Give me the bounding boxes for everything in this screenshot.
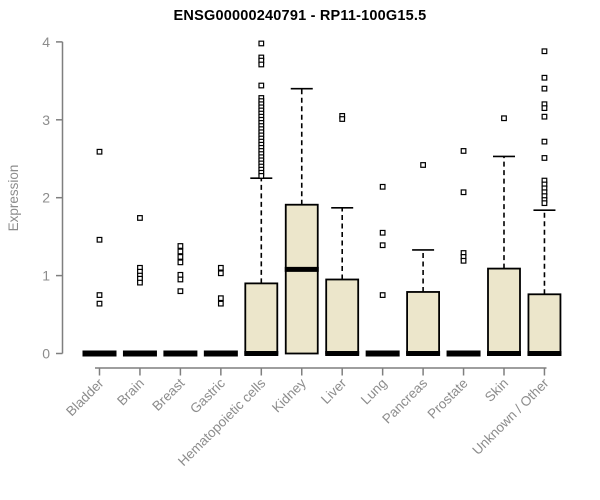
outlier-point <box>177 248 184 255</box>
outlier-point <box>420 162 426 168</box>
box-group <box>163 243 198 357</box>
outlier-point <box>339 116 346 122</box>
x-category-label: Brain <box>114 376 147 409</box>
outlier-point <box>541 200 548 207</box>
outlier-point <box>258 172 265 179</box>
x-category-label: Breast <box>149 375 187 413</box>
iqr-box <box>487 267 521 355</box>
outlier-point <box>96 300 103 307</box>
outlier-point <box>217 300 224 307</box>
box-group <box>82 148 117 357</box>
outlier-point <box>177 288 184 295</box>
iqr-box <box>527 293 562 355</box>
x-category-label: Unknown / Other <box>469 375 552 458</box>
x-category-label: Pancreas <box>379 375 430 426</box>
outlier-point <box>460 257 467 264</box>
outlier-point <box>177 259 184 266</box>
y-tick-label: 0 <box>42 346 50 362</box>
box-group <box>487 115 521 356</box>
iqr-box <box>244 282 279 355</box>
box-group <box>203 264 238 357</box>
x-category-label: Kidney <box>269 375 309 415</box>
outlier-point <box>96 292 103 298</box>
x-category-label: Lung <box>358 376 390 408</box>
iqr-box <box>406 291 441 355</box>
outlier-point <box>96 236 103 243</box>
outlier-point <box>177 276 184 283</box>
outlier-point <box>379 183 386 190</box>
iqr-box <box>284 203 319 355</box>
outlier-point <box>258 40 265 47</box>
outlier-point <box>541 74 548 81</box>
outlier-point <box>379 292 386 298</box>
chart-title: ENSG00000240791 - RP11-100G15.5 <box>173 8 427 24</box>
box-group <box>244 40 279 356</box>
x-category-label: Prostate <box>425 376 471 422</box>
box-group <box>446 148 481 357</box>
outlier-point <box>177 243 184 249</box>
outlier-point <box>137 215 143 221</box>
outlier-point <box>541 48 548 55</box>
box-group <box>325 113 360 356</box>
outlier-point <box>501 115 507 122</box>
box-group <box>406 162 441 356</box>
y-tick-label: 4 <box>42 34 50 50</box>
box-group <box>284 87 319 355</box>
outlier-point <box>96 148 103 155</box>
iqr-box <box>325 278 360 355</box>
x-category-label: Bladder <box>63 375 107 419</box>
outlier-point <box>177 254 184 260</box>
outlier-point <box>217 264 224 271</box>
y-tick-label: 2 <box>42 190 50 206</box>
outlier-point <box>460 148 467 154</box>
outlier-point <box>258 82 265 89</box>
y-tick-label: 1 <box>42 268 50 284</box>
box-group <box>527 48 562 356</box>
outlier-point <box>258 61 265 68</box>
outlier-point <box>541 155 548 161</box>
box-group <box>365 183 400 357</box>
outlier-point <box>541 85 548 92</box>
y-tick-label: 3 <box>42 112 50 128</box>
outlier-point <box>541 138 548 145</box>
outlier-point <box>177 271 184 278</box>
box-group <box>122 215 157 357</box>
outlier-point <box>379 229 386 236</box>
outlier-point <box>137 279 143 286</box>
x-category-label: Skin <box>482 376 511 405</box>
outlier-point <box>460 189 467 196</box>
outlier-point <box>541 105 548 112</box>
x-category-label: Liver <box>318 375 350 407</box>
outlier-point <box>379 242 386 249</box>
outlier-point <box>217 270 224 277</box>
outlier-point <box>217 295 224 302</box>
outlier-point <box>541 113 548 120</box>
